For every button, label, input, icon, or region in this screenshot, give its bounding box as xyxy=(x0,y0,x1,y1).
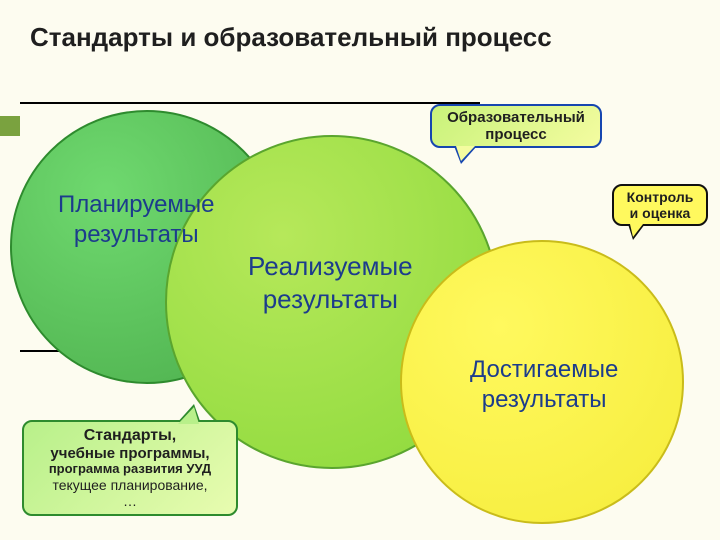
callout-standards-line: текущее планирование, xyxy=(52,477,207,493)
label-realized: Реализуемые результаты xyxy=(248,250,413,315)
callout-standards-line: программа развития УУД xyxy=(49,462,211,477)
callout-standards-line: учебные программы, xyxy=(50,445,209,462)
callout-standards-line: Стандарты, xyxy=(84,427,177,445)
callout-process: Образовательныйпроцесс xyxy=(430,104,602,148)
callout-control-line: и оценка xyxy=(630,205,691,221)
callout-process-line: процесс xyxy=(485,126,546,143)
label-achieved: Достигаемые результаты xyxy=(470,355,618,415)
slide: Стандарты и образовательный процесс План… xyxy=(0,0,720,540)
callout-standards: Стандарты,учебные программы,программа ра… xyxy=(22,420,238,516)
accent-square xyxy=(0,116,20,136)
page-title: Стандарты и образовательный процесс xyxy=(30,22,552,53)
callout-control-line: Контроль xyxy=(627,189,694,205)
callout-control: Контрольи оценка xyxy=(612,184,708,226)
label-planned: Планируемые результаты xyxy=(58,190,215,250)
callout-process-line: Образовательный xyxy=(447,109,585,126)
rule-top xyxy=(20,102,480,104)
callout-standards-line: … xyxy=(123,493,137,509)
